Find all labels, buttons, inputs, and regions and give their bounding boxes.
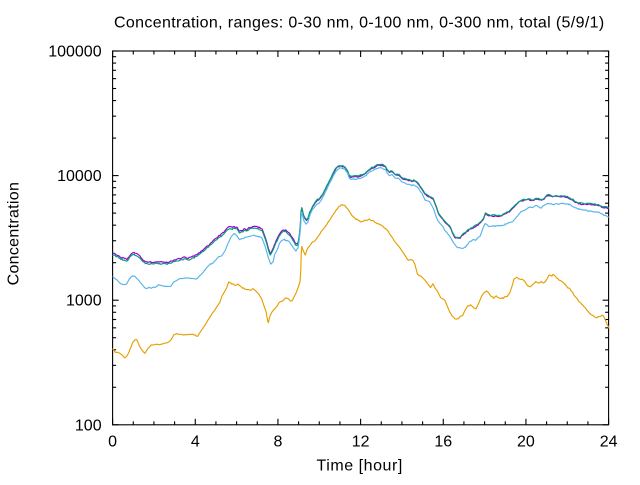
svg-text:4: 4: [191, 434, 200, 451]
svg-text:Time [hour]: Time [hour]: [317, 458, 403, 475]
svg-text:12: 12: [352, 434, 370, 451]
svg-text:100: 100: [75, 417, 102, 434]
svg-text:10000: 10000: [57, 168, 102, 185]
svg-text:8: 8: [273, 434, 282, 451]
svg-text:16: 16: [434, 434, 452, 451]
svg-text:Concentration: Concentration: [6, 182, 23, 286]
svg-text:100000: 100000: [48, 44, 101, 61]
svg-text:20: 20: [517, 434, 535, 451]
svg-text:0: 0: [108, 434, 117, 451]
svg-text:1000: 1000: [66, 293, 102, 310]
svg-text:Concentration, ranges: 0-30 nm: Concentration, ranges: 0-30 nm, 0-100 nm…: [114, 15, 605, 32]
svg-text:24: 24: [600, 434, 618, 451]
